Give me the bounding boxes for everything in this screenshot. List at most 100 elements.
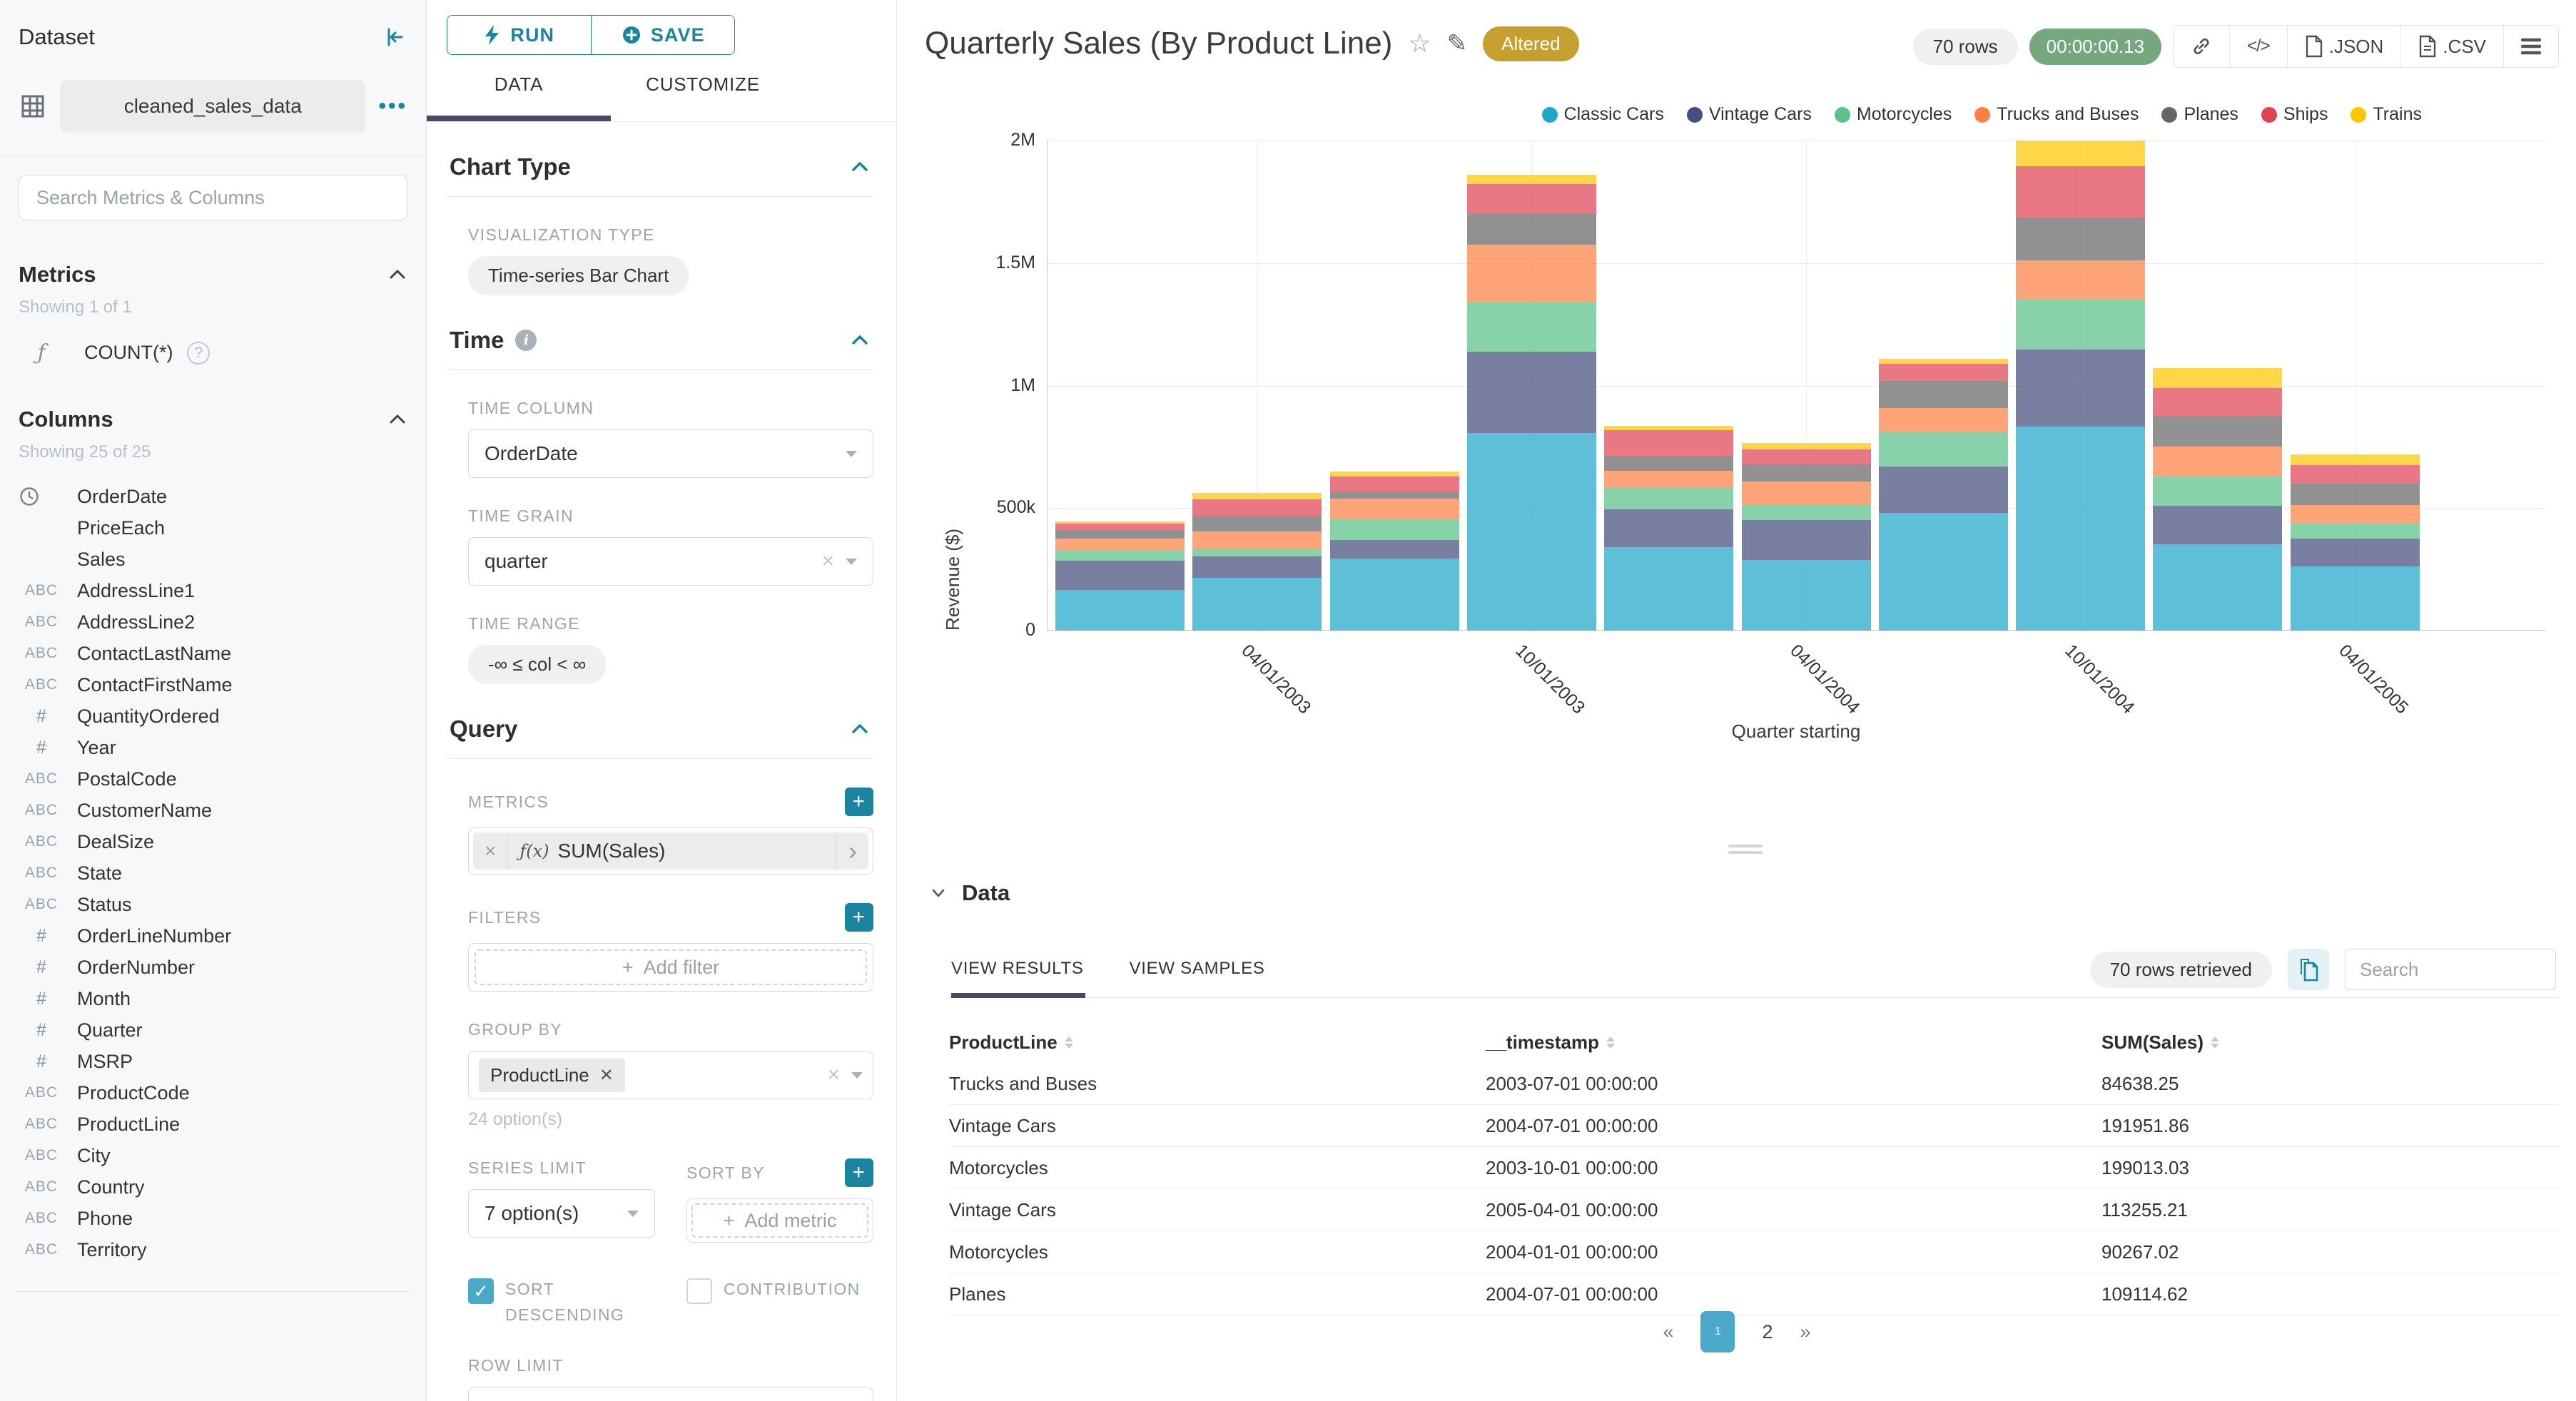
bar-segment-ships[interactable] — [1878, 364, 2008, 382]
bar-01/01/2005[interactable] — [2153, 367, 2283, 631]
chevron-up-icon[interactable] — [387, 265, 407, 285]
bar-segment-planes[interactable] — [1192, 516, 1322, 532]
bar-segment-ships[interactable] — [1329, 477, 1459, 492]
export-json-button[interactable]: .JSON — [2286, 26, 2401, 67]
bar-07/01/2003[interactable] — [1329, 471, 1459, 631]
bar-segment-ships[interactable] — [1055, 524, 1185, 530]
metric-pill[interactable]: × ƒ(x) SUM(Sales) › — [473, 832, 868, 870]
bar-segment-trains[interactable] — [1878, 359, 2008, 365]
bar-segment-trains[interactable] — [1466, 175, 1596, 184]
column-header-productline[interactable]: ProductLine — [949, 1031, 1486, 1054]
column-item[interactable]: # OrderNumber — [19, 952, 407, 983]
pagination-next[interactable]: » — [1800, 1320, 1811, 1343]
legend-item-trains[interactable]: Trains — [2351, 104, 2422, 125]
bar-segment-trucks-and-buses[interactable] — [1741, 482, 1871, 505]
column-item[interactable]: ABC Status — [19, 889, 407, 920]
column-item[interactable]: PriceEach — [19, 512, 407, 544]
legend-item-classic-cars[interactable]: Classic Cars — [1541, 104, 1664, 125]
visualization-type-value[interactable]: Time-series Bar Chart — [468, 256, 689, 295]
bar-segment-classic-cars[interactable] — [1192, 578, 1322, 631]
table-row[interactable]: Vintage Cars 2005-04-01 00:00:00 113255.21 — [949, 1189, 2559, 1231]
bar-07/01/2004[interactable] — [1878, 359, 2008, 631]
bar-segment-motorcycles[interactable] — [1741, 504, 1871, 520]
bar-segment-trains[interactable] — [2016, 141, 2146, 167]
bar-segment-vintage-cars[interactable] — [2016, 349, 2146, 427]
bar-segment-ships[interactable] — [2153, 388, 2283, 417]
column-item[interactable]: # QuantityOrdered — [19, 700, 407, 732]
table-row[interactable]: Trucks and Buses 2003-07-01 00:00:00 84638… — [949, 1063, 2559, 1104]
column-item[interactable]: ABC ContactFirstName — [19, 669, 407, 700]
edit-title-icon[interactable]: ✎ — [1446, 30, 1468, 57]
collapse-sidebar-icon[interactable] — [383, 25, 407, 49]
favorite-star-icon[interactable]: ☆ — [1408, 29, 1431, 58]
chevron-up-icon[interactable] — [849, 718, 871, 740]
bar-segment-motorcycles[interactable] — [2016, 300, 2146, 350]
bar-segment-vintage-cars[interactable] — [1055, 561, 1185, 590]
pagination-page-1[interactable]: 1 — [1700, 1311, 1735, 1352]
bar-segment-classic-cars[interactable] — [1604, 547, 1734, 631]
bar-segment-classic-cars[interactable] — [1741, 559, 1871, 631]
column-item[interactable]: ABC Phone — [19, 1203, 407, 1234]
bar-04/01/2004[interactable] — [1741, 442, 1871, 631]
chevron-up-icon[interactable] — [387, 409, 407, 429]
bar-segment-planes[interactable] — [1055, 529, 1185, 539]
bar-segment-trucks-and-buses[interactable] — [2153, 447, 2283, 477]
bar-segment-trains[interactable] — [2290, 454, 2420, 466]
bar-04/01/2005[interactable] — [2290, 454, 2420, 631]
bar-segment-classic-cars[interactable] — [1878, 513, 2008, 631]
column-item[interactable]: # MSRP — [19, 1046, 407, 1077]
help-icon[interactable]: ? — [187, 341, 211, 365]
bar-segment-vintage-cars[interactable] — [2290, 539, 2420, 567]
legend-item-vintage-cars[interactable]: Vintage Cars — [1686, 104, 1812, 125]
bar-segment-trucks-and-buses[interactable] — [1055, 539, 1185, 551]
bar-segment-trucks-and-buses[interactable] — [1878, 407, 2008, 432]
bar-segment-classic-cars[interactable] — [1329, 558, 1459, 631]
column-item[interactable]: Sales — [19, 544, 407, 575]
time-column-select[interactable]: OrderDate — [468, 429, 873, 478]
tab-customize[interactable]: CUSTOMIZE — [646, 73, 760, 95]
column-item[interactable]: # Quarter — [19, 1014, 407, 1046]
bar-segment-motorcycles[interactable] — [1466, 302, 1596, 352]
table-row[interactable]: Motorcycles 2004-01-01 00:00:00 90267.02 — [949, 1231, 2559, 1273]
column-item[interactable]: ABC AddressLine2 — [19, 606, 407, 638]
dataset-more-icon[interactable]: ••• — [378, 94, 407, 118]
bar-04/01/2003[interactable] — [1192, 492, 1322, 631]
bar-segment-motorcycles[interactable] — [1055, 550, 1185, 561]
add-sort-metric-dropzone[interactable]: + Add metric — [691, 1203, 868, 1238]
altered-badge[interactable]: Altered — [1483, 26, 1579, 61]
column-item[interactable]: ABC ProductLine — [19, 1109, 407, 1140]
save-button[interactable]: SAVE — [590, 16, 734, 54]
metric-item[interactable]: ƒ COUNT(*) ? — [19, 340, 407, 365]
sort-descending-checkbox[interactable]: ✓ — [468, 1278, 494, 1304]
bar-segment-planes[interactable] — [2290, 483, 2420, 506]
bar-segment-planes[interactable] — [2016, 218, 2146, 261]
add-metric-button[interactable]: + — [845, 788, 873, 816]
column-item[interactable]: ABC State — [19, 857, 407, 889]
column-header-sum(sales)[interactable]: SUM(Sales) — [2101, 1031, 2559, 1054]
bar-segment-trains[interactable] — [1741, 442, 1871, 450]
chevron-up-icon[interactable] — [849, 156, 871, 178]
column-item[interactable]: ABC CustomerName — [19, 795, 407, 826]
bar-01/01/2003[interactable] — [1055, 521, 1185, 631]
results-search-input[interactable] — [2345, 949, 2556, 990]
results-collapse-toggle[interactable]: Data — [929, 880, 1010, 906]
column-item[interactable]: ABC ContactLastName — [19, 638, 407, 669]
legend-item-ships[interactable]: Ships — [2261, 104, 2328, 125]
bar-segment-ships[interactable] — [1741, 449, 1871, 464]
bar-10/01/2003[interactable] — [1466, 175, 1596, 631]
legend-item-planes[interactable]: Planes — [2161, 104, 2238, 125]
bar-segment-motorcycles[interactable] — [1192, 548, 1322, 556]
group-by-select[interactable]: ProductLine ✕ × — [468, 1051, 873, 1099]
bar-segment-trucks-and-buses[interactable] — [1604, 470, 1734, 487]
chevron-right-icon[interactable]: › — [836, 832, 868, 870]
column-header-__timestamp[interactable]: __timestamp — [1486, 1031, 2101, 1054]
bar-segment-ships[interactable] — [1604, 430, 1734, 456]
pagination-page-2[interactable]: 2 — [1762, 1320, 1773, 1343]
table-row[interactable]: Motorcycles 2003-10-01 00:00:00 199013.03 — [949, 1147, 2559, 1188]
column-item[interactable]: ABC ProductCode — [19, 1077, 407, 1109]
tab-view-samples[interactable]: VIEW SAMPLES — [1129, 959, 1265, 978]
bar-segment-motorcycles[interactable] — [2153, 476, 2283, 506]
pagination-prev[interactable]: « — [1663, 1320, 1674, 1343]
bar-segment-trucks-and-buses[interactable] — [1466, 245, 1596, 303]
bar-segment-planes[interactable] — [1604, 455, 1734, 471]
